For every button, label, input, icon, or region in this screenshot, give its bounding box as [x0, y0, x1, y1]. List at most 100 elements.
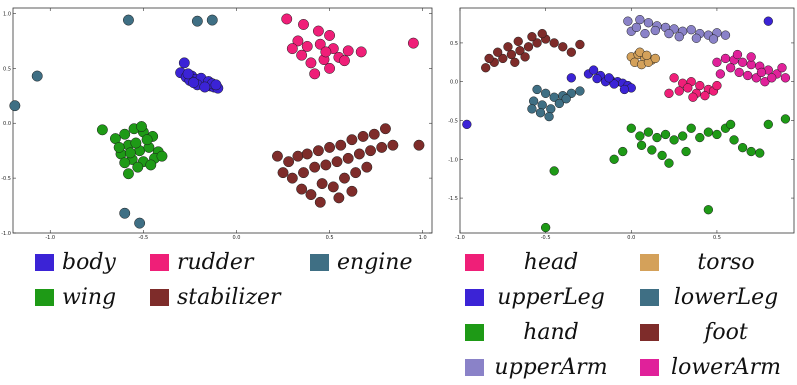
airplane-point-stabilizer: [305, 189, 317, 201]
airplane-point-stabilizer: [333, 192, 345, 204]
human-point-foot: [515, 46, 525, 56]
airplane-point-body: [188, 77, 200, 89]
airplane-point-stabilizer: [376, 141, 388, 153]
airplane-point-rudder: [324, 29, 336, 41]
airplane-x-tick-label: 0.5: [326, 235, 334, 241]
human-point-foot: [558, 42, 568, 52]
airplane-point-stabilizer: [277, 167, 289, 179]
human-legend-swatch: [465, 254, 484, 271]
human-point-head: [674, 86, 684, 96]
airplane-point-wing: [141, 134, 153, 146]
airplane-point-stabilizer: [286, 172, 298, 184]
airplane-series-body: [175, 57, 224, 94]
human-legend-label: lowerArm: [671, 355, 781, 380]
human-point-hand: [540, 222, 551, 233]
human-legend-swatch: [465, 324, 484, 341]
human-legend-item-lowerLeg: lowerLeg: [640, 285, 785, 310]
human-point-foot: [575, 39, 585, 50]
airplane-point-rudder: [298, 19, 309, 30]
human-point-hand: [636, 140, 647, 150]
human-series-hand: [540, 114, 791, 233]
human-legend-item-hand: hand: [465, 320, 610, 345]
airplane-point-stabilizer: [309, 161, 321, 173]
human-point-foot: [566, 47, 576, 57]
human-legend-swatch: [640, 324, 659, 341]
airplane-y-tick-label: -1.0: [1, 231, 11, 237]
human-point-lowerArm: [712, 57, 722, 67]
airplane-x-tick-label: 0.0: [232, 235, 240, 241]
human-point-hand: [763, 119, 773, 130]
airplane-legend-label: rudder: [177, 250, 254, 275]
human-point-head: [695, 80, 705, 91]
airplane-point-wing: [123, 168, 134, 180]
airplane-point-wing: [119, 128, 131, 140]
human-point-lowerArm: [767, 73, 777, 83]
airplane-legend-label: engine: [337, 250, 413, 275]
airplane-point-stabilizer: [357, 130, 369, 142]
human-series-lowerLeg: [527, 84, 585, 122]
airplane-point-stabilizer: [342, 152, 354, 164]
airplane-x-tick-label: -1.0: [45, 235, 55, 241]
airplane-point-stabilizer: [283, 156, 295, 168]
human-point-hand: [712, 129, 722, 140]
human-point-head: [664, 88, 674, 98]
airplane-point-body: [210, 79, 222, 91]
human-x-tick-label: 0.0: [627, 235, 635, 241]
airplane-point-rudder: [286, 43, 298, 55]
human-point-foot: [498, 53, 508, 64]
human-point-lowerLeg: [544, 111, 554, 122]
human-point-hand: [635, 131, 645, 141]
human-point-lowerLeg: [540, 88, 551, 98]
human-legend-item-lowerArm: lowerArm: [640, 355, 785, 380]
human-series-lowerArm: [712, 49, 791, 87]
human-point-upperLeg: [604, 73, 614, 83]
airplane-point-stabilizer: [324, 141, 336, 153]
human-legend-item-torso: torso: [640, 250, 785, 275]
airplane-plot-frame: [12, 7, 433, 234]
airplane-point-wing: [132, 161, 144, 173]
human-point-hand: [780, 114, 791, 124]
airplane-point-stabilizer: [353, 148, 365, 160]
airplane-point-rudder: [296, 49, 308, 61]
human-legend-item-upperArm: upperArm: [465, 355, 610, 380]
airplane-point-stabilizer: [327, 181, 339, 193]
human-point-upperArm: [674, 32, 684, 42]
human-legend-swatch: [640, 254, 659, 271]
airplane-point-stabilizer: [331, 156, 343, 168]
airplane-point-rudder: [305, 57, 317, 69]
airplane-point-rudder: [292, 35, 304, 47]
airplane-point-wing: [145, 159, 157, 171]
human-legend-label: hand: [523, 320, 579, 345]
airplane-point-wing: [119, 157, 131, 169]
human-point-lowerLeg: [535, 108, 546, 118]
airplane-point-rudder: [342, 45, 354, 57]
human-point-lowerArm: [715, 69, 725, 79]
human-point-hand: [737, 143, 748, 153]
human-point-upperArm: [640, 28, 650, 39]
human-point-hand: [695, 132, 705, 143]
airplane-point-wing: [96, 124, 108, 136]
human-point-hand: [669, 135, 679, 145]
airplane-point-stabilizer: [387, 139, 399, 151]
human-point-lowerArm: [746, 59, 756, 70]
human-series-torso: [626, 47, 660, 70]
human-point-hand: [703, 127, 714, 137]
airplane-point-rudder: [324, 62, 336, 74]
airplane-point-engine: [9, 100, 21, 112]
human-legend-item-head: head: [465, 250, 610, 275]
human-point-hand: [681, 146, 691, 157]
human-legend-item-foot: foot: [640, 320, 785, 345]
airplane-point-engine: [134, 217, 146, 229]
human-point-upperArm: [635, 14, 645, 25]
human-point-foot: [537, 28, 547, 39]
airplane-point-body: [182, 68, 194, 80]
human-point-lowerArm: [756, 67, 767, 78]
airplane-x-tick-label: -0.5: [138, 235, 148, 241]
human-point-hand: [725, 119, 736, 130]
airplane-point-stabilizer: [368, 128, 380, 140]
airplane-legend-swatch: [150, 254, 169, 271]
human-point-foot: [549, 38, 559, 48]
human-point-upperArm: [691, 33, 702, 43]
airplane-point-stabilizer: [335, 139, 347, 151]
airplane-y-tick-label: 0.0: [3, 121, 11, 127]
